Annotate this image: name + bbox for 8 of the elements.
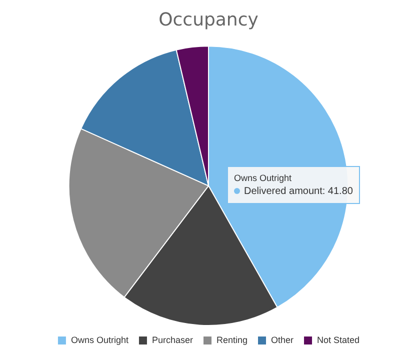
text: Owns Outright bbox=[234, 173, 292, 183]
text: Delivered amount: 41.80 bbox=[244, 186, 353, 197]
legend-label: Renting bbox=[216, 334, 248, 345]
chart-title: Occupancy bbox=[158, 9, 259, 30]
legend-label: Not Stated bbox=[317, 334, 360, 345]
legend-label: Purchaser bbox=[152, 334, 194, 345]
legend-label: Owns Outright bbox=[70, 334, 129, 345]
legend-label: Other bbox=[271, 334, 294, 345]
